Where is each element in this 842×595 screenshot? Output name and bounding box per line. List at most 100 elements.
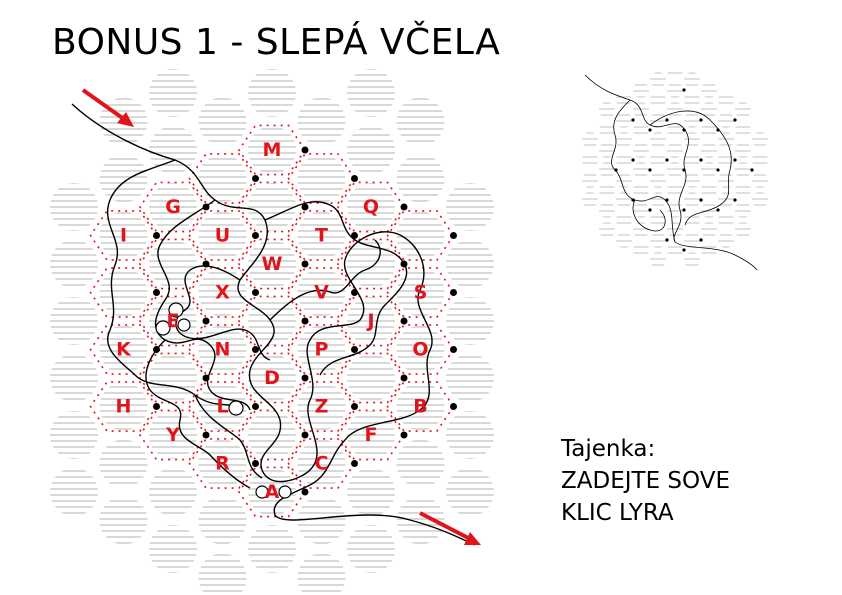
cell-letter-p: P — [315, 339, 329, 361]
cell-letter-h: H — [116, 396, 132, 418]
hatched-cell — [149, 69, 197, 117]
black-dot — [450, 232, 457, 239]
hex-cell-outline — [337, 295, 405, 347]
cell-letters: M Q G U T I W X V S E J K N P O D H L Z B Y F R C A — [116, 139, 429, 503]
hatched-cell — [446, 297, 494, 345]
black-dot — [153, 403, 160, 410]
hatched-cell — [99, 154, 148, 203]
hatched-cell — [248, 126, 296, 174]
hatched-cell — [198, 496, 247, 545]
hatched-cell — [396, 496, 445, 545]
start-arrow-icon — [81, 88, 134, 127]
cell-letter-u: U — [215, 225, 230, 247]
cell-letter-d: D — [264, 367, 280, 389]
hatched-cell — [396, 154, 445, 203]
cell-letter-f: F — [365, 424, 378, 446]
hatched-cell — [347, 297, 395, 345]
hatched-cell — [347, 183, 395, 231]
black-dot — [252, 232, 259, 239]
hatched-cell — [297, 97, 346, 146]
hex-cell-outline — [89, 381, 158, 432]
black-dot — [400, 317, 408, 325]
hatched-cell — [198, 325, 247, 374]
hatched-cell — [248, 297, 296, 345]
hex-cell-outline — [139, 409, 207, 461]
hex-cell-outline — [89, 324, 158, 375]
hex-cell-outline — [238, 124, 306, 176]
hatched-cell — [50, 183, 98, 231]
hex-cell-outline — [386, 324, 455, 375]
black-dot — [351, 403, 358, 410]
hex-cell-outline — [139, 352, 207, 404]
hex-cell-outline — [188, 381, 257, 432]
hex-cell-outline — [337, 409, 405, 461]
hatched-cell — [198, 154, 247, 203]
black-dot — [400, 203, 408, 211]
hex-cell-outline — [139, 238, 207, 290]
hatched-background-cells — [50, 69, 494, 595]
black-dot — [400, 431, 408, 439]
hatched-cell — [446, 468, 494, 516]
black-dot — [252, 460, 259, 467]
hex-cell-outline — [238, 295, 306, 347]
hatched-cell — [297, 154, 346, 203]
black-dot — [202, 203, 210, 211]
hatched-cell — [248, 525, 296, 573]
cell-letter-z: Z — [315, 396, 329, 418]
hatched-cell — [50, 240, 98, 288]
cell-letter-t: T — [315, 225, 328, 247]
hex-cell-outline — [139, 181, 207, 233]
hatched-cell — [99, 268, 148, 317]
hatched-cell — [396, 211, 445, 260]
black-dot — [202, 431, 210, 439]
hatched-cell — [347, 525, 395, 573]
black-dot — [301, 431, 309, 439]
cell-letter-x: X — [215, 282, 230, 304]
black-dot — [351, 346, 358, 353]
black-dot — [400, 374, 408, 382]
hex-cell-outline — [238, 466, 306, 518]
black-dot — [153, 232, 160, 239]
black-dot — [301, 146, 309, 154]
black-dot — [202, 260, 210, 268]
hatched-cell — [446, 411, 494, 459]
hex-cell-outline — [89, 267, 158, 318]
hex-cell-outline — [188, 267, 257, 318]
hatched-cell — [149, 525, 197, 573]
black-dot — [301, 317, 309, 325]
hatched-cell — [446, 183, 494, 231]
solution-panel: Tajenka: ZADEJTE SOVE KLIC LYRA — [561, 433, 730, 529]
black-dot — [301, 374, 309, 382]
cell-letter-j: J — [365, 310, 374, 332]
black-dot — [252, 403, 259, 410]
hatched-cell — [297, 268, 346, 317]
hatched-cell — [248, 354, 296, 402]
hex-cell-outline — [386, 267, 455, 318]
black-dot — [301, 260, 309, 268]
cell-letter-i: I — [120, 225, 127, 247]
hatched-cell — [347, 240, 395, 288]
cell-letter-k: K — [116, 339, 132, 361]
solution-label: Tajenka: — [561, 436, 656, 462]
hatched-cell — [198, 553, 247, 595]
hex-cell-outline — [287, 324, 356, 375]
black-dot — [351, 289, 358, 296]
hatched-cell — [50, 411, 98, 459]
black-dot — [351, 460, 358, 467]
hatched-cell — [50, 297, 98, 345]
black-dot — [202, 317, 210, 325]
black-dot — [301, 203, 309, 211]
hatched-cell — [446, 240, 494, 288]
black-dots — [153, 146, 457, 496]
cell-letter-g: G — [165, 196, 181, 218]
hatched-cell — [347, 468, 395, 516]
hex-cell-outline — [287, 267, 356, 318]
hatched-cell — [99, 439, 148, 488]
cell-letter-a: A — [265, 481, 280, 503]
hatched-cell — [248, 69, 296, 117]
hatched-cell — [297, 553, 346, 595]
hex-cell-outline — [238, 181, 306, 233]
hex-cell-outline — [287, 438, 356, 489]
end-arrow-icon — [419, 511, 481, 545]
